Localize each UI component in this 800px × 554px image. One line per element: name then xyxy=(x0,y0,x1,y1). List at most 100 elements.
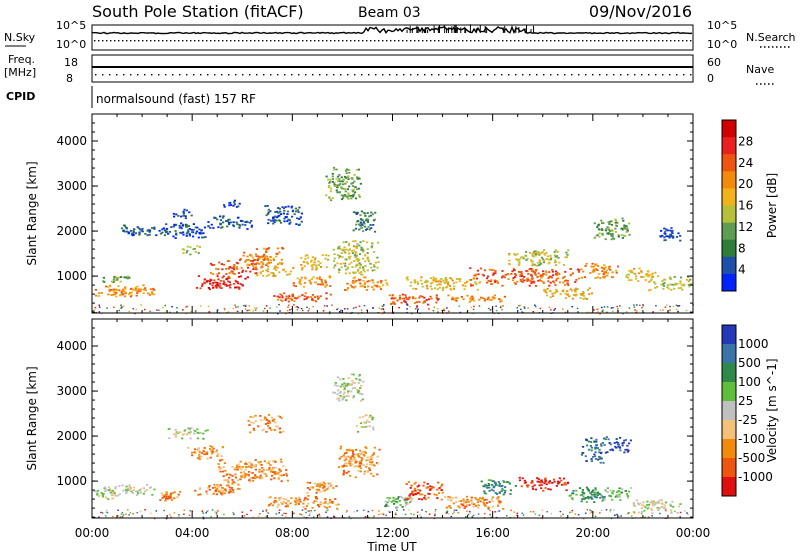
echo-cell xyxy=(528,279,531,282)
nsearch-point xyxy=(394,40,396,42)
echo-cell xyxy=(173,497,176,500)
echo-cell xyxy=(98,292,101,295)
echo-cell xyxy=(352,396,355,399)
echo-cell xyxy=(416,281,419,284)
echo-cell xyxy=(559,293,562,295)
echo-cell xyxy=(289,221,292,224)
echo-cell xyxy=(282,474,285,476)
echo-cell xyxy=(582,445,585,448)
echo-cell xyxy=(215,451,218,453)
echo-cell xyxy=(248,221,252,224)
echo-cell xyxy=(350,390,353,393)
clutter-cell xyxy=(610,307,613,309)
echo-cell xyxy=(351,387,354,390)
echo-cell xyxy=(279,293,282,296)
clutter-cell xyxy=(318,515,321,517)
echo-cell xyxy=(556,250,559,253)
echo-cell xyxy=(366,212,369,214)
clutter-cell xyxy=(406,308,408,310)
echo-cell xyxy=(664,501,667,504)
echo-cell xyxy=(599,456,602,459)
echo-cell xyxy=(482,485,485,487)
echo-cell xyxy=(276,216,279,219)
echo-cell xyxy=(679,287,682,289)
echo-cell xyxy=(482,502,486,504)
clutter-cell xyxy=(387,510,390,512)
echo-cell xyxy=(253,266,256,269)
echo-cell xyxy=(174,428,177,431)
echo-cell xyxy=(345,448,349,451)
echo-cell xyxy=(429,277,433,280)
colorbar-swatch xyxy=(722,439,736,459)
echo-cell xyxy=(629,487,633,489)
nsearch-point xyxy=(342,40,344,42)
echo-cell xyxy=(347,242,351,245)
clutter-cell xyxy=(318,513,320,516)
echo-cell xyxy=(164,230,167,232)
echo-cell xyxy=(630,271,633,273)
echo-region xyxy=(163,222,207,239)
clutter-cell xyxy=(200,305,202,307)
echo-cell xyxy=(272,257,275,260)
echo-cell xyxy=(204,236,207,238)
nsearch-point xyxy=(114,40,116,42)
nsearch-point xyxy=(150,40,152,42)
echo-cell xyxy=(239,478,242,481)
clutter-cell xyxy=(372,306,374,309)
echo-cell xyxy=(666,284,669,286)
nave-point xyxy=(536,74,538,76)
echo-cell xyxy=(238,224,241,226)
echo-cell xyxy=(535,264,538,267)
echo-cell xyxy=(487,506,490,509)
echo-cell xyxy=(169,496,172,498)
echo-cell xyxy=(214,489,217,492)
nave-point xyxy=(109,74,111,76)
echo-cell xyxy=(269,261,272,264)
echo-cell xyxy=(331,181,334,183)
clutter-cell xyxy=(644,516,646,518)
clutter-cell xyxy=(687,513,689,515)
echo-cell xyxy=(258,462,261,465)
echo-cell xyxy=(175,223,178,226)
echo-cell xyxy=(549,296,552,299)
clutter-cell xyxy=(144,509,146,511)
clutter-cell xyxy=(642,305,644,307)
echo-cell xyxy=(317,264,320,266)
echo-cell xyxy=(294,285,297,288)
echo-cell xyxy=(357,194,361,196)
echo-cell xyxy=(625,276,628,278)
echo-cell xyxy=(118,276,121,279)
echo-cell xyxy=(264,473,267,475)
echo-region xyxy=(207,215,253,230)
echo-cell xyxy=(260,261,263,263)
clutter-cell xyxy=(466,510,468,513)
echo-cell xyxy=(514,283,517,285)
echo-cell xyxy=(548,480,551,482)
nsearch-point xyxy=(346,40,348,42)
echo-cell xyxy=(359,214,362,216)
echo-cell xyxy=(679,239,682,242)
nsearch-point xyxy=(218,40,220,42)
echo-cell xyxy=(635,277,638,280)
clutter-cell xyxy=(194,311,197,313)
echo-cell xyxy=(139,228,142,231)
clutter-cell xyxy=(263,307,266,310)
echo-region xyxy=(337,445,381,479)
echo-cell xyxy=(280,480,283,483)
clutter-cell xyxy=(619,305,621,307)
echo-cell xyxy=(348,272,351,275)
colorbar-tick-label: -25 xyxy=(738,413,758,427)
echo-cell xyxy=(334,498,337,500)
echo-cell xyxy=(547,488,550,490)
nsearch-point xyxy=(482,40,484,42)
echo-cell xyxy=(496,493,499,495)
echo-cell xyxy=(536,477,539,479)
echo-cell xyxy=(267,427,270,430)
clutter-cell xyxy=(171,306,173,308)
clutter-cell xyxy=(582,517,585,520)
echo-cell xyxy=(282,500,285,503)
echo-cell xyxy=(412,494,415,496)
echo-cell xyxy=(425,487,428,489)
echo-cell xyxy=(192,235,195,238)
echo-cell xyxy=(533,271,536,274)
